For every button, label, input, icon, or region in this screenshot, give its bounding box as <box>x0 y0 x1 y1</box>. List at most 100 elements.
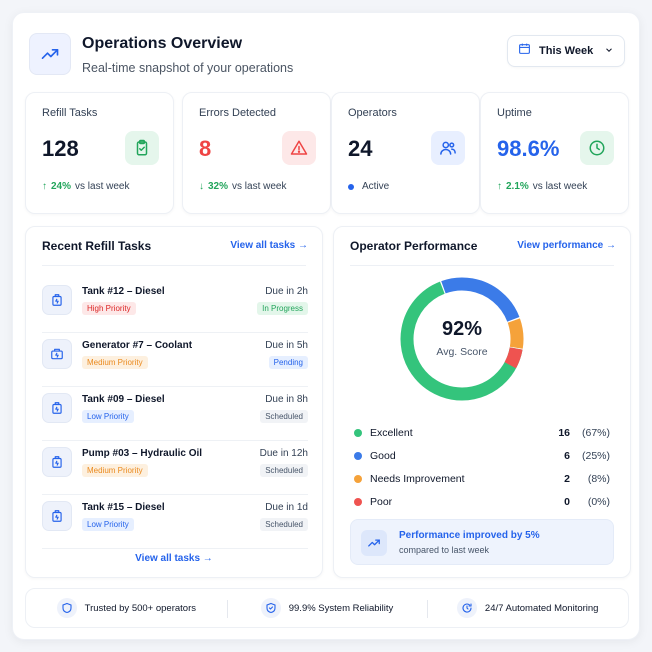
legend-dot <box>354 475 362 483</box>
page-subtitle: Real-time snapshot of your operations <box>82 61 294 75</box>
stat-value: 128 <box>42 136 79 161</box>
stat-delta: 2.1% <box>506 181 529 192</box>
legend-percent: (8%) <box>587 473 610 485</box>
dashboard-card: Operations Overview Real-time snapshot o… <box>12 12 640 640</box>
task-row[interactable]: Tank #12 – Diesel High Priority Due in 2… <box>42 279 308 333</box>
legend-dot <box>354 452 362 460</box>
stat-card-operators[interactable]: Operators 24 Active <box>331 92 480 214</box>
stat-label: Refill Tasks <box>42 107 98 119</box>
warning-triangle-icon <box>282 131 316 165</box>
task-due: Due in 12h <box>259 448 308 459</box>
divider <box>42 548 308 549</box>
divider <box>350 265 614 266</box>
status-badge: Scheduled <box>260 518 308 531</box>
stat-foot: vs last week <box>532 181 588 192</box>
task-row[interactable]: Tank #15 – Diesel Low Priority Due in 1d… <box>42 495 308 549</box>
status-badge: Scheduled <box>260 464 308 477</box>
footer-text: Trusted by 500+ operators <box>84 602 196 614</box>
header: Operations Overview Real-time snapshot o… <box>29 33 625 89</box>
arrow-up-icon: ↑ <box>497 181 502 192</box>
divider <box>42 386 308 387</box>
legend-dot <box>354 429 362 437</box>
stat-delta: 24% <box>51 181 72 192</box>
footer-item-reliability: 99.9% System Reliability <box>226 598 428 618</box>
fuel-can-icon <box>42 285 72 315</box>
status-badge: Pending <box>268 356 308 369</box>
legend-percent: (25%) <box>581 450 610 462</box>
task-due: Due in 8h <box>265 394 308 405</box>
divider <box>42 494 308 495</box>
stat-card-refill-tasks[interactable]: Refill Tasks 128 ↑ 24% vs last week <box>25 92 174 214</box>
stat-label: Operators <box>348 107 397 119</box>
stat-value: 98.6% <box>497 136 560 161</box>
stat-value: 24 <box>348 136 373 161</box>
generator-icon <box>42 339 72 369</box>
recent-tasks-panel: Recent Refill Tasks View all tasks → Tan… <box>25 226 323 578</box>
task-row[interactable]: Tank #09 – Diesel Low Priority Due in 8h… <box>42 387 308 441</box>
task-name: Tank #12 – Diesel <box>82 286 165 297</box>
priority-badge: Medium Priority <box>82 464 148 477</box>
donut-slice-good <box>400 277 524 401</box>
legend-label: Poor <box>370 496 393 508</box>
legend-count: 16 <box>558 427 570 439</box>
legend-row-poor: Poor 0 (0%) <box>354 493 610 511</box>
stat-card-errors[interactable]: Errors Detected 8 ↓ 32% vs last week <box>182 92 331 214</box>
users-icon <box>431 131 465 165</box>
task-due: Due in 1d <box>265 502 308 513</box>
stat-label: Errors Detected <box>199 107 277 119</box>
stat-foot: vs last week <box>75 181 130 192</box>
task-row[interactable]: Pump #03 – Hydraulic Oil Medium Priority… <box>42 441 308 495</box>
page-title: Operations Overview <box>82 35 243 52</box>
monitoring-icon <box>456 598 477 618</box>
performance-improvement-banner: Performance improved by 5% compared to l… <box>350 519 614 565</box>
stat-foot: vs last week <box>232 181 287 192</box>
legend-percent: (0%) <box>587 496 610 508</box>
legend-count: 0 <box>564 496 570 508</box>
footer-item-trusted: Trusted by 500+ operators <box>26 598 227 618</box>
legend-row-excellent: Excellent 16 (67%) <box>354 424 610 442</box>
view-all-tasks-link[interactable]: View all tasks → <box>230 240 308 251</box>
stat-card-uptime[interactable]: Uptime 98.6% ↑ 2.1% vs last week <box>480 92 629 214</box>
priority-badge: Low Priority <box>82 518 134 531</box>
stat-delta: 32% <box>208 181 229 192</box>
avg-score-value: 92% <box>441 318 483 340</box>
task-row[interactable]: Generator #7 – Coolant Medium Priority D… <box>42 333 308 387</box>
donut-chart <box>400 277 524 401</box>
calendar-icon <box>518 42 531 60</box>
task-due: Due in 5h <box>265 340 308 351</box>
view-performance-link[interactable]: View performance → <box>517 240 616 251</box>
shield-icon <box>56 598 77 618</box>
view-all-tasks-bottom-link[interactable]: View all tasks → <box>135 553 213 564</box>
task-name: Tank #09 – Diesel <box>82 394 165 405</box>
footer-text: 99.9% System Reliability <box>288 602 394 614</box>
arrow-down-icon: ↓ <box>199 181 204 192</box>
performance-donut: 92% Avg. Score <box>398 275 526 403</box>
panel-title: Recent Refill Tasks <box>42 239 152 253</box>
trending-up-icon <box>361 530 387 556</box>
task-due: Due in 2h <box>265 286 308 297</box>
legend-label: Excellent <box>370 427 413 439</box>
task-name: Tank #15 – Diesel <box>82 502 165 513</box>
divider <box>42 332 308 333</box>
arrow-up-icon: ↑ <box>42 181 47 192</box>
footer-item-monitoring: 24/7 Automated Monitoring <box>427 598 628 618</box>
active-dot-icon <box>348 183 354 190</box>
period-label: This Week <box>539 45 594 57</box>
fuel-can-icon <box>42 393 72 423</box>
panel-title: Operator Performance <box>350 239 478 253</box>
task-name: Pump #03 – Hydraulic Oil <box>82 448 203 459</box>
legend-row-needs-improvement: Needs Improvement 2 (8%) <box>354 470 610 488</box>
stat-label: Uptime <box>497 107 532 119</box>
improvement-title: Performance improved by 5% <box>399 530 540 541</box>
trending-up-icon <box>29 33 71 75</box>
stat-foot: Active <box>362 181 390 192</box>
footer-text: 24/7 Automated Monitoring <box>484 602 599 614</box>
legend-count: 2 <box>564 473 570 485</box>
status-badge: Scheduled <box>260 410 308 423</box>
period-select[interactable]: This Week <box>507 35 625 67</box>
donut-slice-excellent <box>400 277 524 401</box>
chevron-down-icon <box>604 42 614 60</box>
operator-performance-panel: Operator Performance View performance → … <box>333 226 631 578</box>
legend-dot <box>354 498 362 506</box>
divider <box>42 440 308 441</box>
